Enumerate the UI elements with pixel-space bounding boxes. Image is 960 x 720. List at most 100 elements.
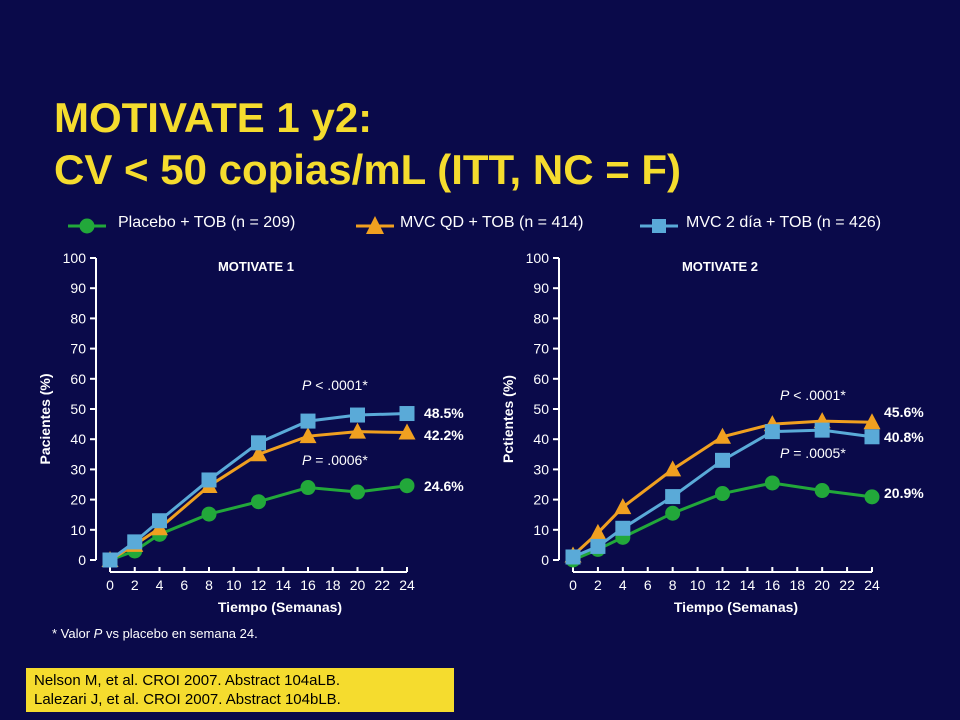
- x-tick-label: 4: [156, 577, 164, 593]
- reference-2: Lalezari J, et al. CROI 2007. Abstract 1…: [34, 691, 341, 708]
- x-tick-label: 18: [789, 577, 805, 593]
- y-tick-label: 60: [70, 371, 86, 387]
- y-tick-label: 50: [533, 401, 549, 417]
- data-point-mvc_qd: [664, 460, 682, 477]
- title-line-2: CV < 50 copias/mL (ITT, NC = F): [54, 146, 682, 193]
- x-tick-label: 4: [619, 577, 627, 593]
- y-tick-label: 10: [70, 522, 86, 538]
- p-value-label: P = .0005*: [780, 445, 846, 461]
- p-value-label: P < .0001*: [302, 377, 368, 393]
- chart-title: MOTIVATE 2: [682, 259, 758, 274]
- legend-label-mvc-qd: MVC QD + TOB (n = 414): [400, 214, 584, 231]
- x-tick-label: 10: [690, 577, 706, 593]
- legend-item-placebo: Placebo + TOB (n = 209): [68, 212, 328, 240]
- end-value-label: 20.9%: [884, 485, 924, 501]
- footnote-text-2: vs placebo en semana 24.: [102, 626, 258, 641]
- y-tick-label: 70: [70, 341, 86, 357]
- x-tick-label: 6: [644, 577, 652, 593]
- data-point-placebo: [251, 494, 266, 510]
- data-point-placebo: [201, 506, 217, 522]
- legend-marker-triangle: [356, 216, 394, 234]
- data-point-placebo: [715, 486, 730, 502]
- data-point-placebo: [300, 480, 316, 496]
- y-axis-label: Pctientes (%): [500, 375, 516, 463]
- data-point-mvc_bid: [102, 552, 118, 568]
- y-tick-label: 100: [63, 250, 87, 266]
- data-point-mvc_bid: [399, 406, 415, 422]
- y-tick-label: 0: [541, 552, 549, 568]
- x-tick-label: 0: [569, 577, 577, 593]
- y-tick-label: 80: [533, 310, 549, 326]
- data-point-placebo: [814, 483, 830, 499]
- p-symbol: P: [302, 452, 312, 468]
- x-tick-label: 20: [814, 577, 830, 593]
- footnote: * Valor P vs placebo en semana 24.: [52, 626, 258, 641]
- data-point-mvc_qd: [589, 523, 607, 540]
- p-symbol: P: [302, 377, 312, 393]
- x-tick-label: 12: [251, 577, 267, 593]
- data-point-placebo: [350, 484, 365, 500]
- chart-title: MOTIVATE 1: [218, 259, 294, 274]
- y-tick-label: 20: [533, 492, 549, 508]
- x-tick-label: 20: [350, 577, 366, 593]
- series-line-mvc_qd: [571, 419, 873, 557]
- data-point-mvc_bid: [300, 413, 316, 429]
- data-point-mvc_qd: [398, 423, 416, 440]
- y-tick-label: 20: [70, 492, 86, 508]
- legend-item-mvc-qd: MVC QD + TOB (n = 414): [356, 212, 616, 240]
- p-value-label: P = .0006*: [302, 452, 368, 468]
- data-point-mvc_qd: [250, 445, 267, 462]
- chart-legend: Placebo + TOB (n = 209) MVC QD + TOB (n …: [0, 208, 960, 244]
- data-point-mvc_bid: [152, 513, 167, 529]
- data-point-mvc_bid: [251, 435, 266, 451]
- x-tick-label: 2: [131, 577, 139, 593]
- p-value-label: P < .0001*: [780, 387, 846, 403]
- x-tick-label: 0: [106, 577, 114, 593]
- references-box: Nelson M, et al. CROI 2007. Abstract 104…: [26, 668, 454, 712]
- data-point-mvc_bid: [590, 538, 606, 554]
- data-point-mvc_bid: [615, 520, 631, 536]
- y-tick-label: 30: [70, 461, 86, 477]
- p-symbol: P: [780, 387, 790, 403]
- footnote-p: P: [93, 626, 103, 641]
- p-value-text: = .0005*: [789, 445, 846, 461]
- slide-title: MOTIVATE 1 y2: CV < 50 copias/mL (ITT, N…: [54, 92, 681, 196]
- y-tick-label: 10: [533, 522, 549, 538]
- data-point-mvc_bid: [764, 424, 780, 440]
- y-tick-label: 80: [70, 310, 86, 326]
- data-point-mvc_qd: [614, 498, 632, 515]
- end-value-label: 24.6%: [424, 478, 464, 494]
- y-tick-label: 40: [70, 431, 86, 447]
- p-symbol: P: [780, 445, 790, 461]
- x-tick-label: 8: [669, 577, 677, 593]
- legend-marker-square: [640, 219, 678, 233]
- x-tick-label: 22: [839, 577, 855, 593]
- end-value-label: 42.2%: [424, 427, 464, 443]
- x-tick-label: 24: [399, 577, 415, 593]
- legend-marker-circle: [68, 218, 106, 234]
- x-tick-label: 6: [180, 577, 188, 593]
- y-tick-label: 70: [533, 341, 549, 357]
- legend-item-mvc-bid: MVC 2 día + TOB (n = 426): [640, 212, 940, 240]
- data-point-mvc_bid: [665, 489, 681, 505]
- x-tick-label: 22: [374, 577, 390, 593]
- data-point-mvc_bid: [565, 549, 581, 565]
- x-tick-label: 12: [715, 577, 731, 593]
- data-point-mvc_qd: [349, 422, 366, 439]
- y-tick-label: 90: [533, 280, 549, 296]
- data-point-mvc_bid: [201, 472, 217, 488]
- y-tick-label: 0: [78, 552, 86, 568]
- x-axis-label: Tiempo (Semanas): [218, 599, 342, 615]
- x-tick-label: 18: [325, 577, 341, 593]
- y-tick-label: 90: [70, 280, 86, 296]
- data-point-mvc_qd: [299, 427, 317, 444]
- x-tick-label: 16: [300, 577, 316, 593]
- x-tick-label: 16: [765, 577, 781, 593]
- data-point-mvc_qd: [714, 427, 731, 444]
- title-line-1: MOTIVATE 1 y2:: [54, 94, 373, 141]
- legend-label-mvc-bid: MVC 2 día + TOB (n = 426): [686, 214, 882, 231]
- p-value-text: = .0006*: [311, 452, 368, 468]
